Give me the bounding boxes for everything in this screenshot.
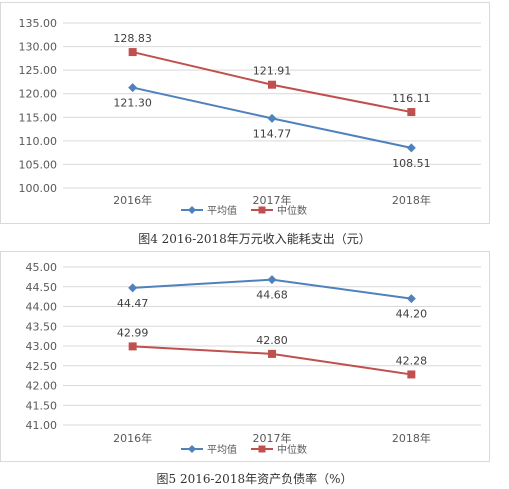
data-point-median <box>128 48 137 57</box>
y-tick-label: 43.50 <box>26 320 58 333</box>
y-tick-label: 41.00 <box>26 419 58 432</box>
data-label: 121.30 <box>113 97 152 110</box>
legend-marker-median <box>258 206 266 214</box>
legend-marker-average <box>188 206 196 214</box>
x-tick-label: 2016年 <box>113 193 152 207</box>
data-point-average <box>267 113 277 123</box>
x-tick-label: 2017年 <box>253 431 292 445</box>
data-label: 44.47 <box>117 297 149 310</box>
y-tick-label: 105.00 <box>19 158 58 171</box>
chart-energy-cost-caption: 图4 2016-2018年万元收入能耗支出（元） <box>138 232 371 246</box>
chart-energy-cost: 100.00 105.00 110.00 115.00 120.00 125.00 130.… <box>0 2 490 224</box>
data-point-median <box>128 342 137 351</box>
data-point-median <box>268 80 276 89</box>
data-label: 42.28 <box>396 354 428 367</box>
y-tick-label: 41.50 <box>26 399 58 412</box>
data-label: 108.51 <box>392 157 431 170</box>
x-tick-label: 2016年 <box>113 431 152 445</box>
y-tick-label: 45.00 <box>26 261 58 274</box>
chart-energy-cost-svg: 100.00 105.00 110.00 115.00 120.00 125.00 130.… <box>19 17 481 217</box>
data-point-median <box>407 370 416 379</box>
x-tick-label: 2018年 <box>392 193 431 207</box>
y-tick-label: 44.50 <box>26 281 58 294</box>
y-tick-label: 110.00 <box>19 135 58 148</box>
data-point-average <box>267 275 277 285</box>
data-point-average <box>406 294 416 304</box>
y-tick-label: 125.00 <box>19 64 58 77</box>
data-label: 44.20 <box>396 308 428 321</box>
legend-marker-average <box>188 445 196 453</box>
data-label: 114.77 <box>253 127 292 140</box>
legend-label: 平均值 <box>207 443 237 456</box>
data-label: 44.68 <box>256 289 288 302</box>
legend-label: 平均值 <box>207 204 237 217</box>
chart-debt-ratio: 41.00 41.50 42.00 42.50 43.00 43.50 44.00 44.50… <box>0 251 490 462</box>
y-tick-label: 115.00 <box>19 111 58 124</box>
data-label: 128.83 <box>113 32 152 45</box>
y-tick-label: 43.00 <box>26 340 58 353</box>
x-tick-label: 2018年 <box>392 431 431 445</box>
data-point-average <box>128 83 138 93</box>
data-label: 42.99 <box>117 326 149 339</box>
chart-debt-ratio-caption: 图5 2016-2018年资产负债率（%） <box>156 472 353 486</box>
chart-debt-ratio-svg: 41.00 41.50 42.00 42.50 43.00 43.50 44.00 44.50… <box>26 261 481 456</box>
legend-label: 中位数 <box>277 443 307 456</box>
data-label: 42.80 <box>256 334 288 347</box>
data-point-median <box>268 349 276 358</box>
data-point-average <box>128 283 138 293</box>
data-label: 121.91 <box>253 65 292 78</box>
y-tick-label: 135.00 <box>19 17 58 30</box>
data-label: 116.11 <box>392 92 431 105</box>
legend-marker-median <box>258 445 266 453</box>
y-tick-label: 42.50 <box>26 360 58 373</box>
y-tick-label: 130.00 <box>19 41 58 54</box>
legend-label: 中位数 <box>277 204 307 217</box>
data-point-median <box>407 108 416 117</box>
y-tick-label: 120.00 <box>19 88 58 101</box>
y-tick-label: 42.00 <box>26 380 58 393</box>
y-tick-label: 44.00 <box>26 301 58 314</box>
data-point-average <box>406 143 416 153</box>
x-tick-label: 2017年 <box>253 193 292 207</box>
y-tick-label: 100.00 <box>19 182 58 195</box>
